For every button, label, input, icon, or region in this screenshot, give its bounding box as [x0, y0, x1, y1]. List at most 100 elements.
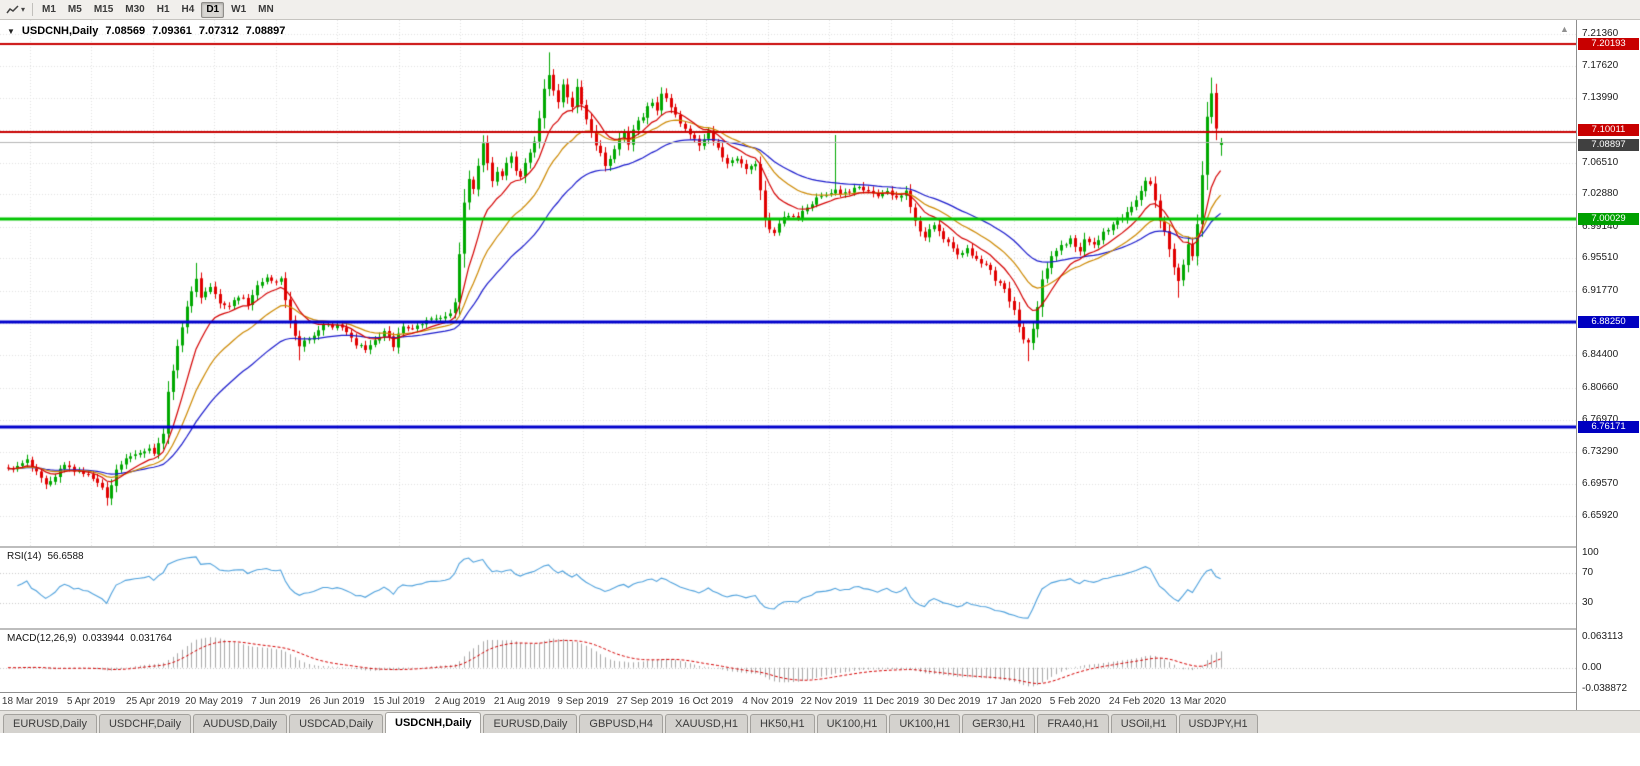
- macd-scale-label: 0.00: [1582, 661, 1602, 673]
- timeframe-h4[interactable]: H4: [181, 3, 195, 15]
- rsi-scale-label: 70: [1582, 567, 1594, 579]
- chart-symbol-period: USDCNH,Daily: [21, 25, 99, 37]
- tab-fra40-h1[interactable]: FRA40,H1: [1037, 714, 1109, 733]
- date-tick-label: 17 Jan 2020: [986, 696, 1042, 707]
- price-level-label: 7.20193: [1578, 37, 1639, 50]
- rsi-canvas[interactable]: [0, 548, 1576, 628]
- price-tick-label: 6.95510: [1582, 252, 1619, 264]
- price-tick-label: 6.99140: [1582, 220, 1619, 232]
- date-tick-label: 2 Aug 2019: [434, 696, 486, 707]
- date-tick-label: 5 Feb 2020: [1049, 696, 1101, 707]
- tab-eurusd-daily[interactable]: EURUSD,Daily: [3, 714, 97, 733]
- date-tick-label: 16 Oct 2019: [678, 696, 734, 707]
- tab-usdcnh-daily[interactable]: USDCNH,Daily: [385, 712, 482, 733]
- scroll-to-end-marker[interactable]: ▲: [1560, 24, 1569, 34]
- tab-usdjpy-h1[interactable]: USDJPY,H1: [1178, 714, 1258, 733]
- date-tick-label: 7 Jun 2019: [251, 696, 301, 707]
- price-tick-label: 7.02880: [1582, 188, 1619, 200]
- date-tick-label: 11 Dec 2019: [863, 696, 919, 707]
- date-tick-label: 9 Sep 2019: [557, 696, 609, 707]
- price-tick-label: 6.80660: [1582, 381, 1619, 393]
- tab-uk100-h1[interactable]: UK100,H1: [889, 714, 961, 733]
- date-tick-label: 25 Apr 2019: [126, 696, 180, 707]
- date-tick-label: 15 Jul 2019: [373, 696, 425, 707]
- macd-main-value: 0.033944: [82, 633, 125, 644]
- price-chart-canvas[interactable]: [0, 20, 1576, 546]
- date-tick-label: 13 Mar 2020: [1169, 696, 1227, 707]
- rsi-name: RSI(14): [7, 551, 42, 562]
- chart-tools-dropdown[interactable]: ▾: [3, 2, 28, 18]
- ohlc-high: 7.09361: [152, 25, 192, 37]
- price-tick-label: 7.13990: [1582, 91, 1619, 103]
- tab-usdchf-daily[interactable]: USDCHF,Daily: [98, 714, 192, 733]
- tab-usoil-h1[interactable]: USOil,H1: [1110, 714, 1177, 733]
- tab-hk50-h1[interactable]: HK50,H1: [749, 714, 815, 733]
- collapse-chart-icon[interactable]: ▼: [7, 26, 15, 36]
- tab-uk100-h1[interactable]: UK100,H1: [816, 714, 888, 733]
- price-level-label: 6.88250: [1578, 315, 1639, 328]
- date-tick-label: 24 Feb 2020: [1108, 696, 1166, 707]
- rsi-value: 56.6588: [47, 551, 84, 562]
- ohlc-close: 7.08897: [245, 25, 286, 37]
- date-tick-label: 22 Nov 2019: [800, 696, 858, 707]
- macd-name: MACD(12,26,9): [7, 633, 77, 644]
- panel-splitter[interactable]: [0, 546, 1640, 548]
- panel-splitter[interactable]: [0, 628, 1640, 630]
- date-tick-label: 26 Jun 2019: [309, 696, 365, 707]
- price-tick-label: 6.84400: [1582, 349, 1619, 361]
- date-tick-label: 30 Dec 2019: [923, 696, 981, 707]
- toolbar-separator: [32, 3, 34, 16]
- price-tick-label: 6.69570: [1582, 478, 1619, 490]
- timeframe-toolbar: ▾ M1 M5 M15 M30 H1 H4 D1 W1 MN: [0, 0, 1640, 20]
- chart-tabs-bar: EURUSD,Daily USDCHF,Daily AUDUSD,Daily USDC…: [0, 710, 1640, 733]
- timeframe-m30[interactable]: M30: [125, 3, 145, 15]
- timeframe-buttons: M1 M5 M15 M30 H1 H4 D1 W1 MN: [37, 1, 279, 18]
- macd-scale-label: 0.063113: [1582, 631, 1623, 642]
- tab-gbpusd-h4[interactable]: GBPUSD,H4: [579, 714, 663, 733]
- price-tick-label: 7.21360: [1582, 27, 1619, 39]
- tab-xauusd-h1[interactable]: XAUUSD,H1: [664, 714, 748, 733]
- price-level-label: 7.08897: [1578, 138, 1639, 151]
- price-tick-label: 6.91770: [1582, 285, 1619, 296]
- tab-usdcad-daily[interactable]: USDCAD,Daily: [289, 714, 384, 733]
- macd-scale-label: -0.038872: [1582, 683, 1628, 695]
- timeframe-w1[interactable]: W1: [231, 3, 247, 15]
- timeframe-h1[interactable]: H1: [156, 3, 170, 15]
- price-tick-label: 7.17620: [1582, 60, 1619, 72]
- tab-eurusd-daily[interactable]: EURUSD,Daily: [483, 714, 578, 733]
- polyline-chart-icon: [6, 4, 19, 13]
- timeframe-mn[interactable]: MN: [258, 3, 274, 15]
- chart-window: ▼ USDCNH,Daily 7.08569 7.09361 7.07312 7…: [0, 20, 1640, 710]
- date-tick-label: 18 Mar 2019: [1, 696, 59, 707]
- date-tick-label: 5 Apr 2019: [66, 696, 116, 707]
- macd-signal-value: 0.031764: [130, 633, 172, 644]
- tab-audusd-daily[interactable]: AUDUSD,Daily: [193, 714, 288, 733]
- timeframe-d1[interactable]: D1: [201, 1, 225, 18]
- price-tick-label: 6.73290: [1582, 445, 1619, 457]
- timeframe-m15[interactable]: M15: [93, 3, 114, 15]
- date-tick-label: 20 May 2019: [185, 696, 243, 707]
- price-axis[interactable]: 7.213607.176207.139907.102507.065107.028…: [1576, 20, 1640, 710]
- macd-label: MACD(12,26,9) 0.033944 0.031764: [7, 633, 172, 644]
- rsi-scale-label: 30: [1582, 596, 1594, 608]
- time-axis[interactable]: 18 Mar 2019 5 Apr 2019 25 Apr 2019 20 May 2…: [0, 692, 1576, 710]
- dropdown-caret-icon: ▾: [21, 5, 26, 14]
- price-level-label: 6.76171: [1578, 420, 1639, 433]
- rsi-scale-label: 100: [1582, 547, 1599, 558]
- rsi-label: RSI(14) 56.6588: [7, 551, 84, 562]
- date-tick-label: 27 Sep 2019: [616, 696, 674, 707]
- date-tick-label: 21 Aug 2019: [493, 696, 551, 707]
- chart-ohlc-header: ▼ USDCNH,Daily 7.08569 7.09361 7.07312 7…: [7, 25, 285, 37]
- macd-canvas[interactable]: [0, 630, 1576, 692]
- price-level-label: 7.00029: [1578, 213, 1639, 226]
- price-tick-label: 6.76970: [1582, 413, 1619, 425]
- ohlc-open: 7.08569: [105, 25, 146, 37]
- tab-ger30-h1[interactable]: GER30,H1: [962, 714, 1036, 733]
- timeframe-m5[interactable]: M5: [67, 3, 82, 15]
- timeframe-m1[interactable]: M1: [42, 3, 56, 15]
- date-tick-label: 4 Nov 2019: [742, 696, 794, 707]
- price-tick-label: 6.65920: [1582, 509, 1619, 521]
- price-tick-label: 7.06510: [1582, 156, 1619, 168]
- price-level-label: 7.10011: [1578, 124, 1639, 137]
